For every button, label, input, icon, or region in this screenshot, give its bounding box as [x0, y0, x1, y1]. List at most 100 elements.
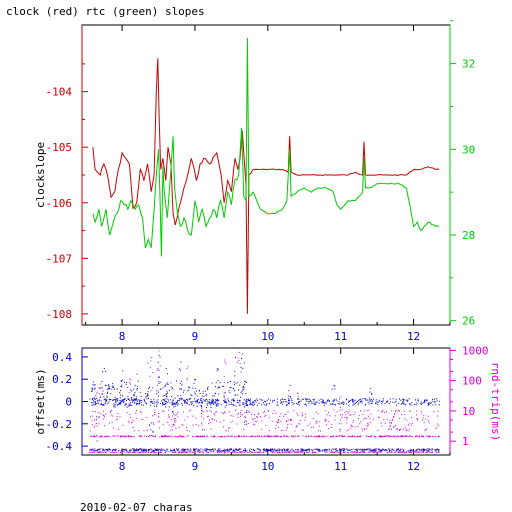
scatter-point [209, 419, 210, 421]
scatter-point [202, 391, 204, 393]
scatter-point [327, 400, 329, 402]
scatter-point [181, 384, 183, 386]
scatter-point [315, 401, 317, 403]
scatter-point [187, 416, 189, 418]
scatter-point [232, 404, 234, 405]
scatter-point [369, 436, 371, 438]
scatter-point [223, 396, 225, 398]
scatter-point [162, 399, 164, 401]
scatter-point [145, 450, 147, 452]
scatter-point [195, 448, 196, 450]
scatter-point [177, 403, 179, 405]
scatter-point [397, 450, 399, 452]
scatter-point [144, 400, 146, 402]
scatter-point [416, 435, 418, 437]
scatter-point [205, 448, 207, 450]
scatter-point [151, 401, 153, 403]
scatter-point [105, 398, 107, 400]
scatter-point [224, 412, 226, 414]
scatter-point [410, 404, 412, 406]
scatter-point [163, 399, 165, 401]
scatter-point [212, 451, 214, 453]
scatter-point [172, 449, 174, 451]
scatter-point [197, 400, 198, 402]
scatter-point [174, 414, 176, 416]
scatter-point [106, 396, 108, 398]
scatter-point [279, 451, 280, 453]
scatter-point [91, 420, 93, 422]
scatter-point [277, 452, 279, 453]
scatter-point [220, 404, 222, 406]
scatter-point [135, 451, 137, 453]
scatter-point [436, 398, 438, 400]
scatter-point [234, 435, 236, 437]
scatter-point [281, 430, 282, 432]
scatter-point [125, 403, 127, 405]
scatter-point [408, 452, 410, 453]
scatter-point [239, 362, 241, 364]
scatter-point [245, 436, 247, 437]
scatter-point [328, 448, 330, 450]
scatter-point [301, 451, 303, 453]
scatter-point [254, 424, 256, 426]
scatter-point [410, 451, 412, 453]
scatter-point [304, 413, 306, 415]
scatter-point [428, 436, 430, 438]
scatter-point [244, 436, 246, 438]
scatter-point [181, 435, 183, 437]
scatter-point [270, 449, 272, 451]
scatter-point [409, 435, 411, 437]
scatter-point [363, 410, 365, 412]
scatter-point [132, 427, 134, 428]
scatter-point [345, 414, 347, 416]
scatter-point [176, 414, 178, 416]
scatter-point [194, 393, 196, 395]
scatter-point [379, 449, 381, 451]
scatter-point [235, 449, 237, 451]
scatter-point [113, 403, 115, 405]
scatter-point [223, 435, 225, 437]
scatter-point [312, 399, 314, 400]
scatter-point [180, 397, 182, 399]
scatter-point [252, 419, 254, 421]
scatter-point [435, 403, 437, 405]
scatter-point [182, 451, 184, 453]
scatter-point [426, 452, 428, 453]
scatter-point [154, 409, 156, 411]
scatter-point [432, 435, 434, 437]
scatter-point [131, 421, 133, 423]
scatter-point [354, 449, 356, 450]
scatter-point [147, 393, 149, 395]
scatter-point [112, 415, 114, 417]
scatter-point [274, 428, 276, 430]
scatter-point [254, 420, 256, 422]
scatter-point [305, 436, 307, 438]
scatter-point [312, 402, 314, 404]
scatter-point [347, 429, 349, 431]
scatter-point [366, 448, 367, 450]
scatter-point [384, 435, 386, 437]
scatter-point [210, 401, 212, 403]
scatter-point [192, 415, 194, 417]
scatter-point [168, 409, 170, 411]
top-left-tick-label: -105 [46, 141, 73, 154]
scatter-point [130, 436, 132, 438]
scatter-point [357, 452, 359, 454]
scatter-point [357, 436, 359, 438]
scatter-point [297, 396, 299, 398]
scatter-point [343, 436, 345, 438]
scatter-point [184, 451, 186, 453]
scatter-point [286, 451, 288, 453]
scatter-point [249, 400, 251, 402]
scatter-point [369, 450, 371, 452]
scatter-point [427, 403, 429, 405]
scatter-point [192, 436, 194, 438]
scatter-point [358, 448, 360, 450]
scatter-point [242, 353, 244, 355]
scatter-point [245, 420, 247, 422]
scatter-point [229, 449, 231, 451]
scatter-point [101, 451, 103, 453]
scatter-point [308, 448, 310, 450]
scatter-point [141, 435, 143, 437]
scatter-point [214, 414, 216, 416]
